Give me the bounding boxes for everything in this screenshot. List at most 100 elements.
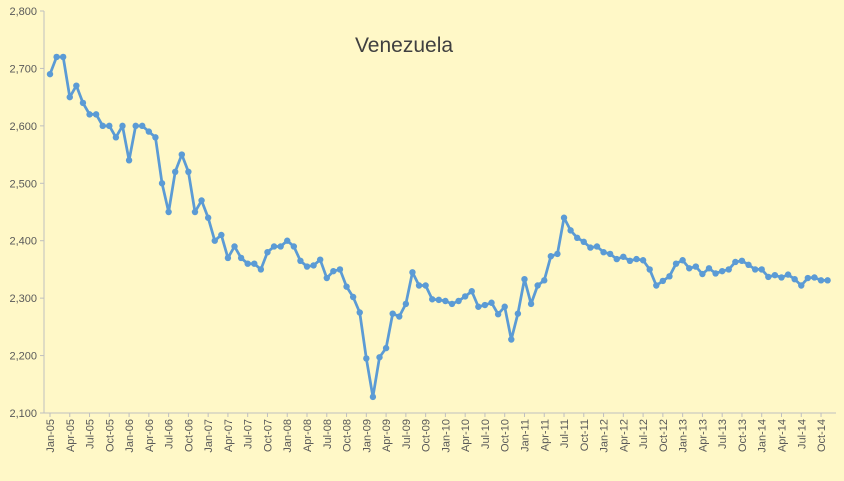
data-point <box>534 282 541 289</box>
x-tick-label: Jul-14 <box>796 419 808 449</box>
data-point <box>382 344 390 352</box>
series-layer <box>46 53 831 401</box>
data-point <box>369 393 377 401</box>
x-tick-label: Apr-11 <box>539 419 551 451</box>
data-point <box>468 288 475 295</box>
data-point <box>672 260 680 267</box>
x-tick-label: Jan-05 <box>45 419 57 453</box>
data-point <box>771 271 779 279</box>
data-point <box>402 300 410 308</box>
data-point <box>178 151 185 158</box>
data-point <box>363 355 370 362</box>
y-tick-label: 2,500 <box>9 178 37 190</box>
x-tick-label: Oct-09 <box>421 419 433 452</box>
y-tick-label: 2,700 <box>9 63 37 75</box>
x-tick-label: Apr-10 <box>460 419 472 452</box>
data-point <box>646 266 653 273</box>
data-point <box>791 275 798 283</box>
data-point <box>692 263 700 270</box>
x-tick-label: Jan-12 <box>599 419 611 453</box>
x-tick-label: Jul-09 <box>401 419 413 449</box>
data-point <box>356 309 363 316</box>
data-point <box>751 266 759 273</box>
data-point <box>778 274 785 281</box>
data-point <box>284 237 291 244</box>
y-tick-label: 2,600 <box>9 121 37 133</box>
data-point <box>435 296 443 304</box>
data-point <box>718 267 726 275</box>
data-point <box>567 227 574 234</box>
data-point <box>99 122 106 130</box>
data-point <box>593 243 601 250</box>
data-point <box>204 214 212 221</box>
x-tick-label: Oct-07 <box>262 419 274 452</box>
data-point <box>758 266 765 273</box>
x-tick-label: Jul-10 <box>480 419 492 449</box>
data-point <box>211 237 218 244</box>
data-point <box>475 303 482 310</box>
data-point <box>541 277 548 284</box>
data-point <box>494 311 502 318</box>
data-point <box>66 93 73 101</box>
data-point <box>798 282 805 289</box>
data-point <box>574 234 581 242</box>
data-point <box>396 313 403 320</box>
data-point <box>310 262 317 269</box>
y-tick-label: 2,800 <box>9 6 37 18</box>
data-point <box>705 265 713 272</box>
data-point <box>53 53 60 61</box>
data-point <box>817 277 825 284</box>
data-point <box>125 157 133 164</box>
data-point <box>270 243 278 250</box>
data-point <box>560 214 568 221</box>
x-tick-label: Apr-14 <box>776 419 788 452</box>
data-point <box>461 293 469 300</box>
x-tick-label: Jan-06 <box>124 419 136 453</box>
data-point <box>376 354 383 361</box>
data-point <box>745 261 752 269</box>
data-point <box>613 255 620 263</box>
data-point <box>712 270 719 277</box>
x-tick-label: Jan-14 <box>757 419 769 453</box>
data-point <box>119 122 126 130</box>
data-point <box>132 122 139 130</box>
data-point <box>633 255 640 263</box>
data-point <box>152 134 159 141</box>
data-point <box>679 257 686 264</box>
data-point <box>620 253 627 260</box>
x-tick-label: Jan-10 <box>440 419 452 453</box>
data-point <box>415 282 423 289</box>
data-point <box>429 296 436 303</box>
data-point <box>824 277 831 284</box>
data-point <box>73 82 80 89</box>
y-tick-labels: 2,100 2,200 2,300 2,400 2,500 2,600 2,700 2,800 <box>9 6 44 420</box>
data-point <box>639 257 647 264</box>
data-point <box>804 274 812 282</box>
data-point <box>323 274 330 282</box>
data-point <box>158 180 166 187</box>
data-point <box>600 249 607 256</box>
data-point <box>448 300 456 308</box>
data-point <box>316 256 324 263</box>
data-point <box>508 336 515 343</box>
data-point <box>198 197 205 204</box>
x-tick-label: Jul-11 <box>559 419 571 448</box>
data-point <box>554 250 561 258</box>
y-tick-label: 2,100 <box>9 408 37 420</box>
x-tick-label: Apr-09 <box>381 419 393 452</box>
data-point <box>725 266 732 273</box>
data-point <box>303 263 311 270</box>
x-tick-label: Apr-08 <box>302 419 314 452</box>
data-point <box>488 299 495 306</box>
data-point <box>336 266 344 273</box>
x-tick-label: Jan-07 <box>203 419 215 453</box>
data-point <box>501 303 508 310</box>
y-tick-label: 2,400 <box>9 236 37 248</box>
data-point <box>521 275 528 283</box>
data-point <box>580 238 587 246</box>
data-point <box>244 260 251 267</box>
x-tick-label: Oct-06 <box>183 419 195 452</box>
data-point <box>297 257 304 265</box>
x-tick-label: Apr-12 <box>618 419 630 452</box>
